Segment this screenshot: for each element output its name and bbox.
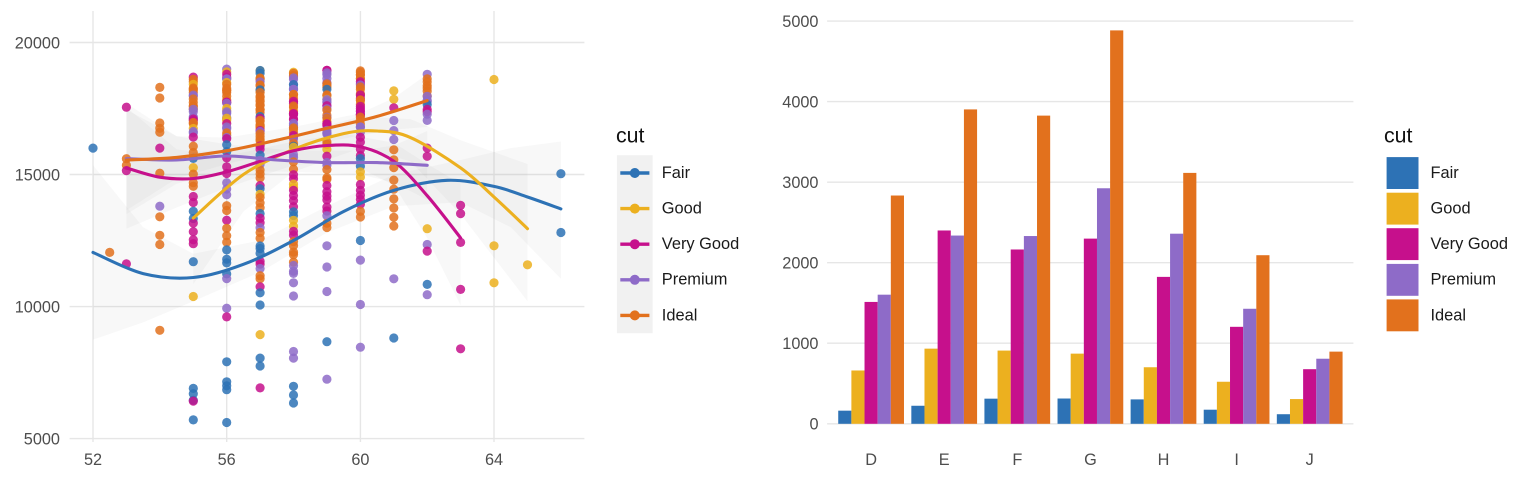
- svg-text:5000: 5000: [24, 431, 60, 449]
- svg-text:Very Good: Very Good: [662, 235, 739, 253]
- svg-text:Premium: Premium: [1431, 271, 1497, 289]
- svg-text:Good: Good: [1431, 200, 1471, 218]
- svg-text:64: 64: [485, 451, 503, 469]
- svg-text:cut: cut: [616, 124, 644, 148]
- svg-text:3000: 3000: [782, 174, 818, 192]
- svg-text:Ideal: Ideal: [662, 306, 698, 324]
- svg-text:J: J: [1306, 451, 1314, 469]
- svg-text:I: I: [1234, 451, 1239, 469]
- svg-text:0: 0: [809, 416, 818, 434]
- svg-text:56: 56: [218, 451, 236, 469]
- svg-text:1000: 1000: [782, 335, 818, 353]
- svg-text:52: 52: [84, 451, 102, 469]
- svg-text:15000: 15000: [15, 166, 60, 184]
- svg-text:4000: 4000: [782, 94, 818, 112]
- svg-text:Ideal: Ideal: [1431, 306, 1467, 324]
- svg-text:Good: Good: [662, 200, 702, 218]
- svg-text:Very Good: Very Good: [1431, 235, 1508, 253]
- svg-text:H: H: [1158, 451, 1170, 469]
- svg-text:D: D: [865, 451, 877, 469]
- svg-text:E: E: [939, 451, 950, 469]
- svg-text:60: 60: [351, 451, 369, 469]
- svg-text:cut: cut: [1384, 124, 1412, 148]
- svg-text:Premium: Premium: [662, 271, 728, 289]
- svg-text:F: F: [1012, 451, 1022, 469]
- svg-text:5000: 5000: [782, 13, 818, 31]
- svg-text:20000: 20000: [15, 34, 60, 52]
- svg-text:Fair: Fair: [662, 164, 691, 182]
- svg-text:10000: 10000: [15, 299, 60, 317]
- svg-text:2000: 2000: [782, 255, 818, 273]
- svg-text:Fair: Fair: [1431, 164, 1460, 182]
- svg-text:G: G: [1084, 451, 1097, 469]
